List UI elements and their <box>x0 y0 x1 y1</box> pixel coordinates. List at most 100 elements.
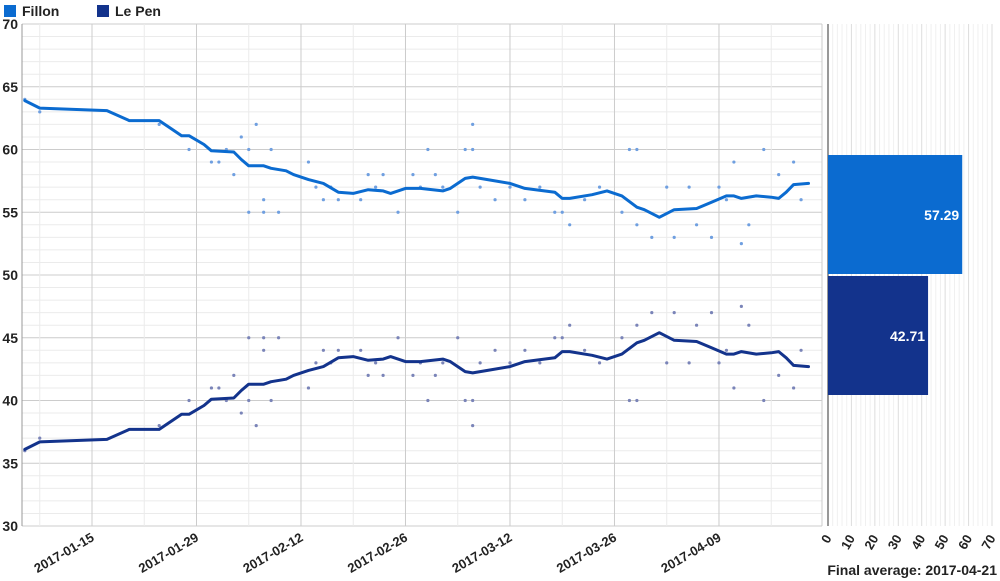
legend-label-fillon: Fillon <box>22 3 59 19</box>
poll-dot-lepen <box>321 348 325 352</box>
poll-dot-fillon <box>523 198 527 202</box>
poll-dot-fillon <box>650 235 654 239</box>
poll-dot-lepen <box>777 373 781 377</box>
bar-x-tick-label: 70 <box>978 532 998 552</box>
poll-dot-lepen <box>732 386 736 390</box>
poll-dot-fillon <box>747 223 751 227</box>
poll-dot-fillon <box>463 147 467 152</box>
poll-dot-fillon <box>568 223 572 227</box>
poll-dot-fillon <box>583 198 587 202</box>
bar-x-tick-label: 0 <box>818 532 835 546</box>
y-tick-label: 50 <box>2 267 18 283</box>
poll-dot-lepen <box>560 336 564 340</box>
poll-dot-lepen <box>620 336 624 340</box>
legend: Fillon Le Pen <box>4 3 161 19</box>
poll-dot-fillon <box>247 210 251 214</box>
y-tick-label: 40 <box>2 393 18 409</box>
poll-dot-fillon <box>672 235 676 239</box>
poll-dot-fillon <box>38 110 42 114</box>
y-tick-label: 60 <box>2 142 18 158</box>
poll-dot-fillon <box>217 160 221 164</box>
poll-dot-fillon <box>739 242 743 246</box>
poll-dot-lepen <box>247 336 251 340</box>
poll-dot-fillon <box>239 135 243 139</box>
poll-dot-fillon <box>620 210 624 214</box>
poll-dot-lepen <box>463 398 467 403</box>
poll-dot-fillon <box>478 185 482 189</box>
x-tick-label: 2017-02-26 <box>345 530 410 576</box>
poll-dot-lepen <box>553 336 557 340</box>
y-tick-label: 45 <box>2 330 18 346</box>
poll-dot-lepen <box>262 336 266 340</box>
poll-dot-fillon <box>687 185 691 189</box>
x-tick-label: 2017-03-12 <box>449 530 514 576</box>
y-tick-label: 65 <box>2 79 18 95</box>
trend-line-fillon <box>23 99 810 219</box>
poll-dot-fillon <box>762 147 766 152</box>
poll-dot-lepen <box>239 411 243 415</box>
poll-dot-fillon <box>269 147 273 152</box>
poll-dot-fillon <box>396 210 400 214</box>
y-tick-label: 35 <box>2 455 18 471</box>
bar-x-tick-label: 40 <box>908 532 928 552</box>
poll-dot-fillon <box>732 160 736 164</box>
poll-dot-lepen <box>672 311 676 315</box>
poll-dot-fillon <box>381 173 385 177</box>
trend-line-lepen <box>23 331 810 451</box>
poll-dot-fillon <box>792 160 796 164</box>
bar-x-tick-label: 50 <box>932 532 952 552</box>
x-tick-label: 2017-03-26 <box>554 530 619 576</box>
poll-dot-fillon <box>538 185 542 189</box>
poll-dot-fillon <box>277 210 281 214</box>
poll-dot-lepen <box>254 424 258 428</box>
poll-dot-lepen <box>456 336 460 340</box>
poll-dot-lepen <box>411 373 415 377</box>
poll-dot-lepen <box>687 361 691 365</box>
poll-dot-fillon <box>306 160 311 164</box>
poll-dot-lepen <box>471 424 475 428</box>
poll-dot-fillon <box>717 185 721 189</box>
poll-dot-lepen <box>314 361 318 365</box>
poll-dot-lepen <box>799 348 803 352</box>
poll-dot-fillon <box>777 173 781 177</box>
poll-dot-lepen <box>508 361 512 365</box>
poll-dot-fillon <box>493 198 497 202</box>
poll-dot-lepen <box>247 398 251 403</box>
trend-lines <box>23 99 810 451</box>
poll-dot-lepen <box>538 361 542 365</box>
x-axis: 2017-01-15 2017-01-29 2017-02-12 2017-02-26… <box>31 530 723 576</box>
poll-dot-lepen <box>359 348 363 352</box>
legend-swatch-lepen <box>97 5 109 17</box>
poll-dot-lepen <box>232 373 236 377</box>
poll-dot-fillon <box>359 198 363 202</box>
poll-dot-lepen <box>306 386 311 390</box>
poll-dot-fillon <box>321 198 325 202</box>
poll-dot-lepen <box>38 436 42 440</box>
poll-dot-fillon <box>187 147 191 152</box>
poll-dot-lepen <box>262 348 266 352</box>
poll-dot-lepen <box>269 398 273 403</box>
poll-dot-lepen <box>627 398 632 403</box>
bar-fillon <box>828 155 963 274</box>
bar-value-label: 57.29 <box>924 207 959 223</box>
poll-dot-fillon <box>209 160 214 164</box>
bar-value-label: 42.71 <box>890 328 925 344</box>
poll-dot-lepen <box>762 398 766 403</box>
bar-x-tick-label: 60 <box>955 532 975 552</box>
poll-dot-lepen <box>209 386 214 390</box>
poll-dot-fillon <box>232 173 236 177</box>
poll-dot-lepen <box>471 398 475 403</box>
poll-dot-lepen <box>717 361 721 365</box>
bar-lepen <box>828 276 929 395</box>
poll-dot-fillon <box>314 185 318 189</box>
poll-dot-fillon <box>799 198 803 202</box>
poll-dot-fillon <box>471 122 475 126</box>
x-tick-label: 2017-01-15 <box>31 530 96 576</box>
poll-dot-lepen <box>747 323 751 327</box>
poll-dot-lepen <box>336 348 340 352</box>
poll-dot-fillon <box>635 223 639 227</box>
y-tick-label: 70 <box>2 16 18 32</box>
poll-dot-lepen <box>426 398 430 403</box>
poll-dot-fillon <box>247 147 251 152</box>
poll-dot-fillon <box>366 173 370 177</box>
